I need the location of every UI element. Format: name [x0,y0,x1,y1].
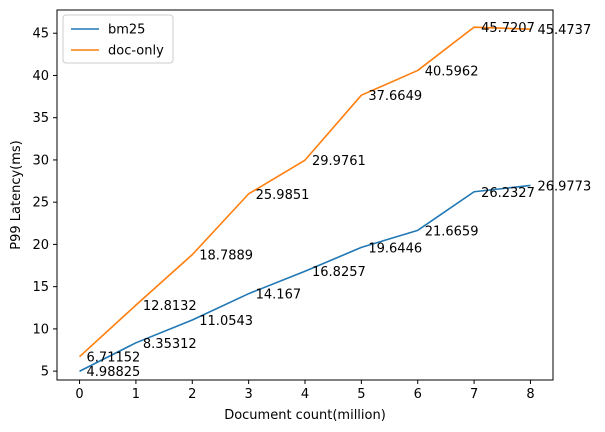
legend-label-doc-only: doc-only [108,44,164,59]
data-label-doc-only: 6.71152 [87,351,141,366]
data-label-doc-only: 45.7207 [481,21,535,36]
x-tick-label: 8 [526,387,534,402]
x-tick-label: 4 [301,387,309,402]
data-label-bm25: 16.8257 [312,265,366,280]
x-axis-title: Document count(million) [224,408,386,423]
data-label-doc-only: 37.6649 [368,89,422,104]
data-label-doc-only: 29.9761 [312,154,366,169]
x-tick-label: 5 [357,387,365,402]
y-tick-label: 25 [32,196,49,211]
x-tick-label: 6 [414,387,422,402]
data-label-bm25: 8.35312 [143,337,197,352]
y-tick-label: 5 [41,365,49,380]
data-label-doc-only: 25.9851 [256,188,310,203]
legend: bm25 doc-only [62,14,174,64]
series-layer [79,26,531,372]
data-label-doc-only: 45.4737 [537,23,591,38]
data-label-doc-only: 40.5962 [425,64,479,79]
data-label-bm25: 21.6659 [425,224,479,239]
legend-box [62,14,174,64]
data-label-bm25: 19.6446 [368,241,422,256]
data-label-bm25: 11.0543 [199,314,253,329]
y-tick-label: 45 [32,27,49,42]
legend-label-bm25: bm25 [108,23,145,38]
y-tick-label: 10 [32,322,49,337]
data-label-bm25: 14.167 [256,288,301,303]
data-label-bm25: 26.9773 [537,179,591,194]
x-tick-label: 2 [188,387,196,402]
x-tick-label: 3 [244,387,252,402]
data-label-doc-only: 12.8132 [143,299,197,314]
data-label-bm25: 4.98825 [87,365,141,380]
y-axis-title: P99 Latency(ms) [9,140,24,249]
series-line-bm25 [79,184,531,372]
y-tick-label: 30 [32,153,49,168]
y-tick-label: 35 [32,111,49,126]
y-tick-label: 40 [32,69,49,84]
y-tick-label: 20 [32,238,49,253]
x-tick-label: 0 [75,387,83,402]
x-tick-label: 1 [132,387,140,402]
data-label-doc-only: 18.7889 [199,249,253,264]
data-label-bm25: 26.2327 [481,186,535,201]
series-line-doc-only [79,26,531,358]
x-tick-label: 7 [470,387,478,402]
y-tick-label: 15 [32,280,49,295]
